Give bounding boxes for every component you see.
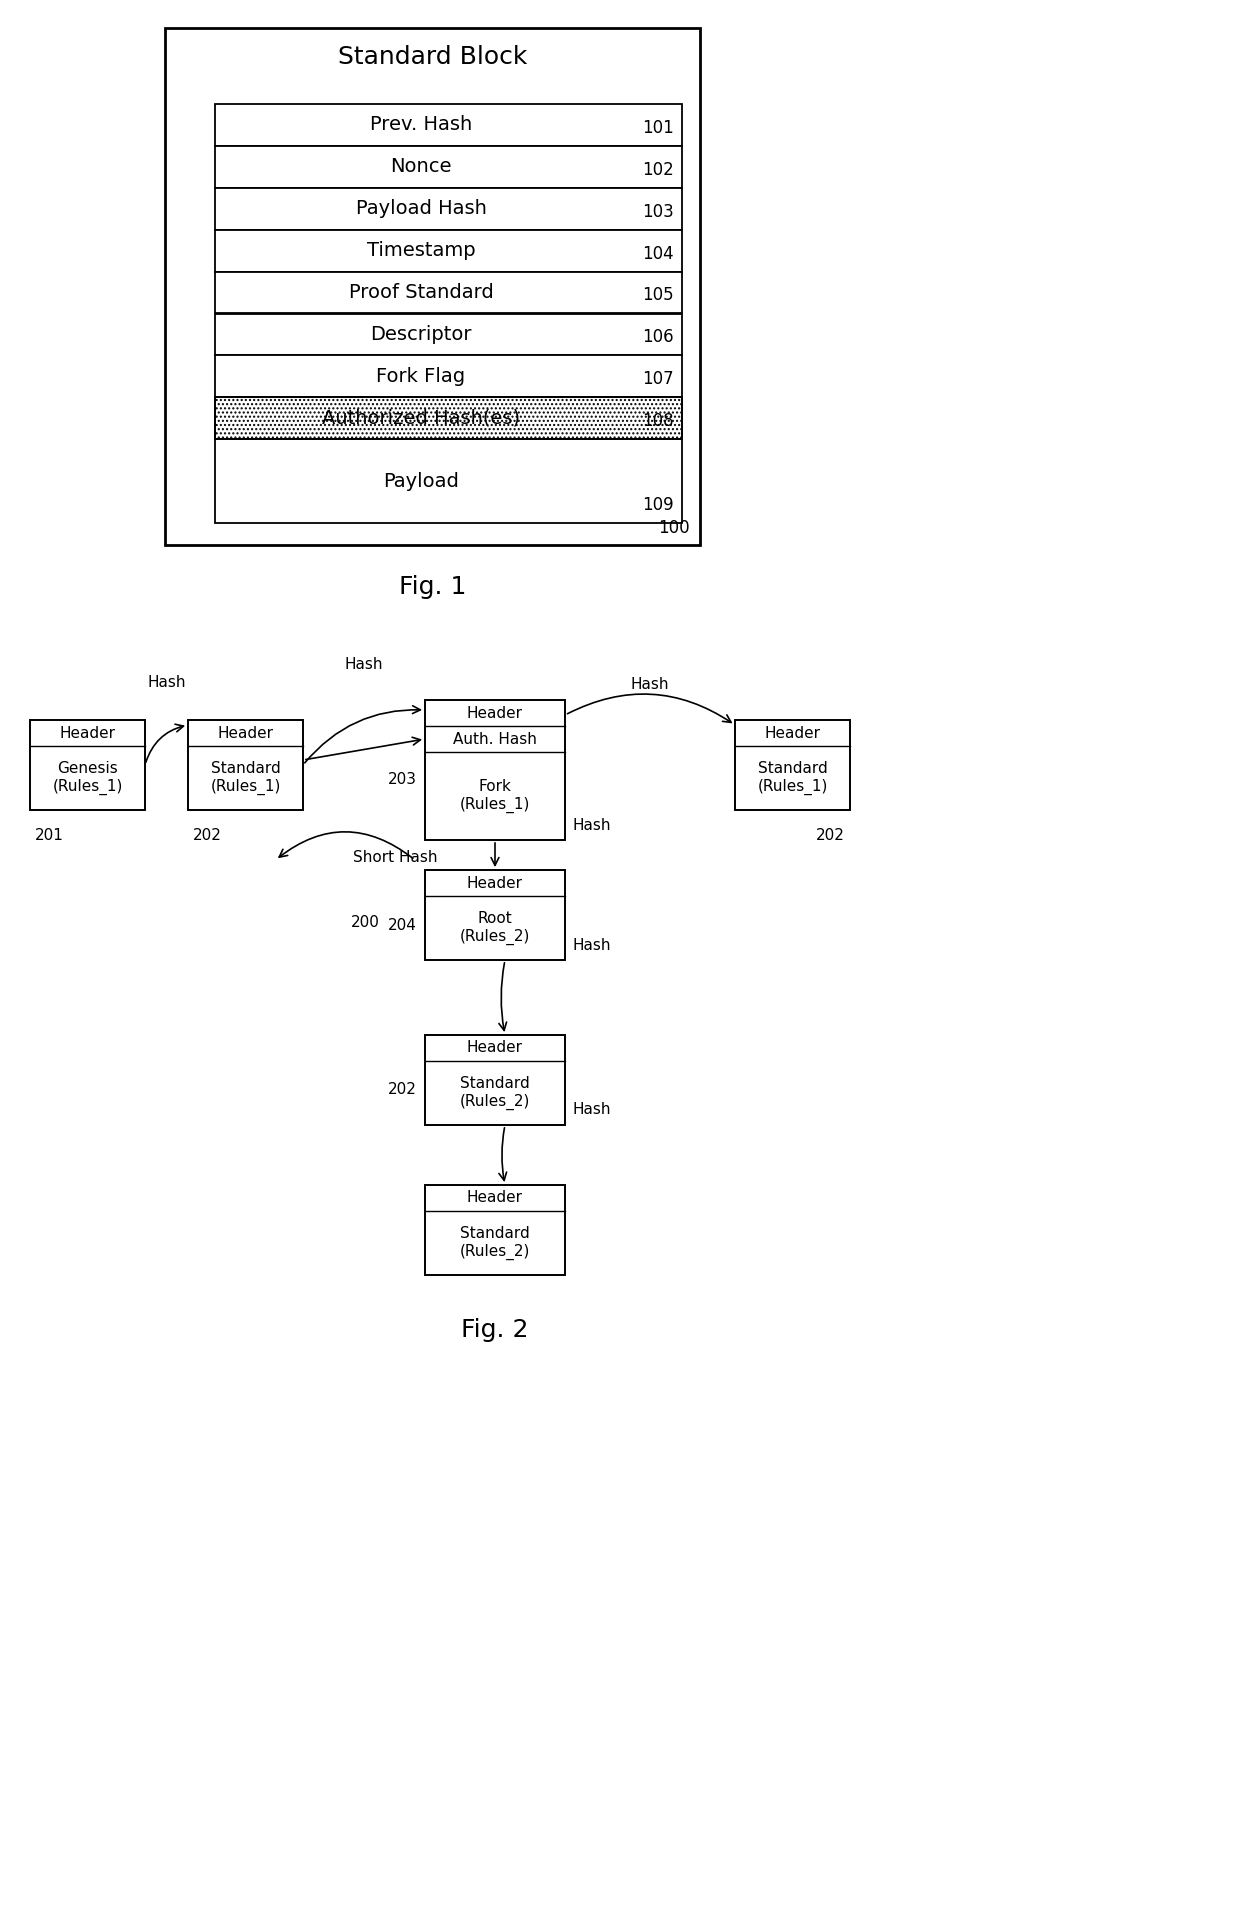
Bar bbox=[215, 440, 682, 523]
Text: Standard
(Rules_2): Standard (Rules_2) bbox=[460, 1076, 531, 1110]
Text: Hash: Hash bbox=[345, 657, 383, 672]
Text: Header: Header bbox=[467, 705, 523, 720]
Text: Header: Header bbox=[765, 726, 821, 740]
Text: 106: 106 bbox=[642, 328, 675, 346]
Text: Short Hash: Short Hash bbox=[352, 849, 438, 864]
Bar bbox=[425, 1185, 565, 1276]
Bar bbox=[215, 104, 682, 146]
Text: Standard Block: Standard Block bbox=[337, 44, 527, 69]
Bar bbox=[215, 231, 682, 271]
Text: 102: 102 bbox=[642, 161, 675, 179]
Text: Nonce: Nonce bbox=[391, 158, 451, 177]
Text: Hash: Hash bbox=[573, 1103, 611, 1118]
Text: Descriptor: Descriptor bbox=[371, 325, 471, 344]
Text: Root
(Rules_2): Root (Rules_2) bbox=[460, 911, 531, 945]
Bar bbox=[425, 1035, 565, 1126]
Text: 202: 202 bbox=[388, 1083, 417, 1097]
Text: Fork Flag: Fork Flag bbox=[377, 367, 465, 386]
Text: Fig. 1: Fig. 1 bbox=[399, 574, 466, 599]
Text: 101: 101 bbox=[642, 119, 675, 136]
Text: 203: 203 bbox=[388, 772, 417, 788]
Text: Fig. 2: Fig. 2 bbox=[461, 1318, 528, 1343]
Text: 104: 104 bbox=[642, 244, 675, 263]
Bar bbox=[188, 720, 303, 811]
Text: Hash: Hash bbox=[631, 676, 670, 692]
Text: Auth. Hash: Auth. Hash bbox=[453, 732, 537, 747]
Text: Hash: Hash bbox=[573, 937, 611, 953]
Bar bbox=[735, 720, 849, 811]
Text: Genesis
(Rules_1): Genesis (Rules_1) bbox=[52, 761, 123, 795]
Text: Prev. Hash: Prev. Hash bbox=[370, 115, 472, 134]
Text: 202: 202 bbox=[193, 828, 222, 843]
Text: Standard
(Rules_1): Standard (Rules_1) bbox=[211, 761, 280, 795]
Bar bbox=[215, 146, 682, 188]
Bar bbox=[215, 398, 682, 440]
Text: Header: Header bbox=[467, 876, 523, 891]
Text: 204: 204 bbox=[388, 918, 417, 932]
Bar bbox=[215, 398, 682, 440]
Text: 103: 103 bbox=[642, 204, 675, 221]
Text: Header: Header bbox=[217, 726, 274, 740]
Text: Standard
(Rules_2): Standard (Rules_2) bbox=[460, 1226, 531, 1260]
Text: 100: 100 bbox=[658, 519, 689, 538]
Text: 105: 105 bbox=[642, 286, 675, 305]
Text: Fork
(Rules_1): Fork (Rules_1) bbox=[460, 778, 531, 813]
Text: Header: Header bbox=[467, 1041, 523, 1055]
Bar bbox=[215, 271, 682, 313]
Text: Hash: Hash bbox=[148, 674, 186, 690]
Text: Payload: Payload bbox=[383, 471, 459, 490]
Text: Hash: Hash bbox=[573, 818, 611, 832]
Bar bbox=[215, 188, 682, 231]
Text: Header: Header bbox=[60, 726, 115, 740]
Text: 202: 202 bbox=[816, 828, 844, 843]
Bar bbox=[425, 699, 565, 839]
Text: Header: Header bbox=[467, 1191, 523, 1206]
Text: Authorized Hash(es): Authorized Hash(es) bbox=[322, 409, 520, 428]
Text: 201: 201 bbox=[35, 828, 64, 843]
Text: Standard
(Rules_1): Standard (Rules_1) bbox=[758, 761, 827, 795]
Text: Proof Standard: Proof Standard bbox=[348, 282, 494, 302]
Bar bbox=[215, 313, 682, 355]
Bar bbox=[425, 870, 565, 960]
Text: 109: 109 bbox=[642, 496, 675, 515]
Bar bbox=[165, 29, 701, 546]
Text: 108: 108 bbox=[642, 413, 675, 430]
Text: 107: 107 bbox=[642, 371, 675, 388]
Text: 200: 200 bbox=[351, 914, 379, 930]
Bar bbox=[215, 355, 682, 398]
Text: Payload Hash: Payload Hash bbox=[356, 200, 486, 219]
Bar bbox=[30, 720, 145, 811]
Text: Timestamp: Timestamp bbox=[367, 242, 475, 259]
